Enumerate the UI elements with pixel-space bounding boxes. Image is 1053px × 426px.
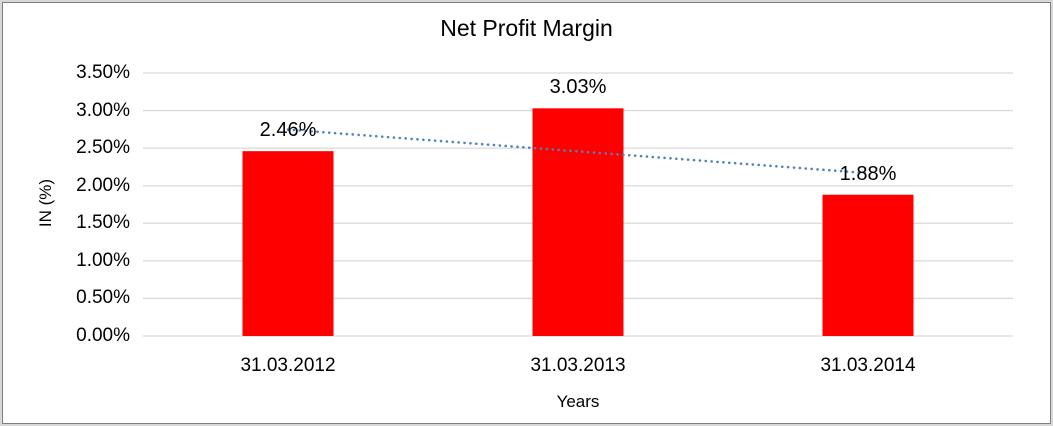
- bar-31.03.2014: [822, 194, 914, 336]
- trendline: [286, 128, 870, 175]
- x-axis-title: Years: [556, 392, 600, 411]
- bar-31.03.2012: [242, 151, 334, 336]
- y-tick-label: 1.00%: [76, 249, 130, 271]
- data-label: 1.88%: [839, 162, 897, 185]
- y-tick-label: 2.50%: [76, 137, 130, 159]
- y-tick-label: 3.50%: [76, 62, 130, 83]
- x-tick-label: 31.03.2012: [240, 355, 336, 376]
- chart-title: Net Profit Margin: [440, 15, 613, 41]
- y-tick-label: 2.00%: [76, 174, 130, 196]
- y-tick-label: 0.00%: [76, 325, 130, 346]
- data-label: 2.46%: [259, 119, 317, 142]
- bar-31.03.2013: [532, 108, 624, 337]
- data-label: 3.03%: [549, 76, 607, 99]
- y-tick-label: 3.00%: [76, 99, 130, 121]
- x-tick-label: 31.03.2013: [530, 355, 626, 376]
- y-tick-label: 0.50%: [76, 287, 130, 309]
- y-tick-label: 1.50%: [76, 212, 130, 234]
- x-tick-label: 31.03.2014: [820, 355, 916, 376]
